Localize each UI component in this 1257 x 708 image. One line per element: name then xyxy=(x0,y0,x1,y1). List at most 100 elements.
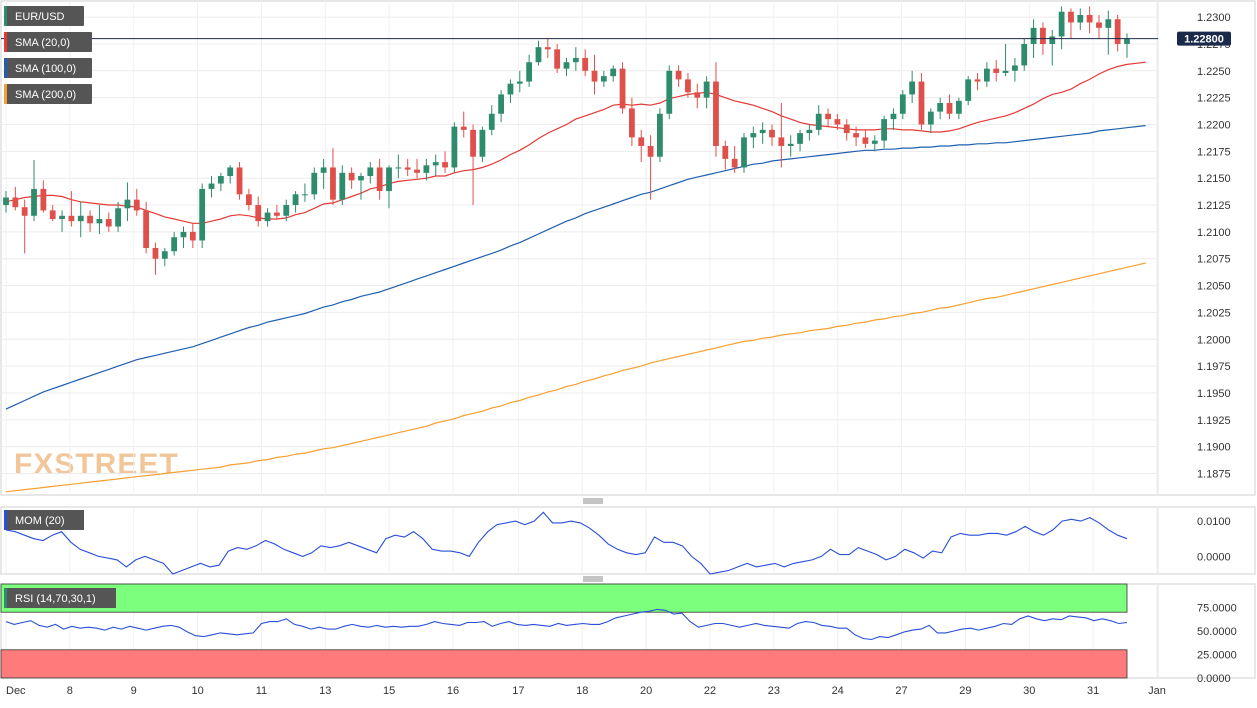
candle[interactable] xyxy=(460,111,467,138)
candle[interactable] xyxy=(367,162,374,184)
candle[interactable] xyxy=(1105,10,1112,55)
candle[interactable] xyxy=(180,226,187,248)
candle[interactable] xyxy=(432,154,439,177)
candle[interactable] xyxy=(1124,33,1130,58)
candle[interactable] xyxy=(479,126,486,163)
candle[interactable] xyxy=(685,72,691,98)
candle[interactable] xyxy=(1096,14,1102,39)
legend-item-sma-200-0-[interactable]: SMA (200,0) xyxy=(4,84,92,104)
candle[interactable] xyxy=(918,72,925,130)
candle[interactable] xyxy=(554,43,561,73)
legend-item-eur-usd[interactable]: EUR/USD xyxy=(4,6,84,26)
candle[interactable] xyxy=(731,145,738,173)
candle[interactable] xyxy=(628,97,635,146)
candle[interactable] xyxy=(143,201,150,254)
candle[interactable] xyxy=(236,162,243,200)
candle[interactable] xyxy=(68,191,75,227)
candle[interactable] xyxy=(890,108,897,130)
candle[interactable] xyxy=(544,38,551,58)
legend-item-sma-20-0-[interactable]: SMA (20,0) xyxy=(4,32,92,52)
candle[interactable] xyxy=(937,97,944,120)
candle[interactable] xyxy=(1114,14,1121,52)
candle[interactable] xyxy=(451,122,458,173)
candle[interactable] xyxy=(563,57,570,77)
candle[interactable] xyxy=(983,62,990,87)
candle[interactable] xyxy=(899,90,906,120)
candle[interactable] xyxy=(600,70,607,87)
mom-resize-handle[interactable] xyxy=(583,576,603,582)
candle[interactable] xyxy=(358,172,364,200)
candle[interactable] xyxy=(1012,57,1018,82)
candle[interactable] xyxy=(264,208,271,227)
candle[interactable] xyxy=(31,159,37,222)
candle[interactable] xyxy=(834,113,841,130)
candle[interactable] xyxy=(404,158,411,177)
candle[interactable] xyxy=(311,167,318,200)
momentum-panel[interactable] xyxy=(0,506,1256,575)
candle[interactable] xyxy=(152,242,159,275)
candle[interactable] xyxy=(171,231,178,256)
candle[interactable] xyxy=(927,108,934,134)
candle[interactable] xyxy=(610,65,617,82)
candle[interactable] xyxy=(862,129,869,149)
candle[interactable] xyxy=(283,199,290,222)
legend-item-sma-100-0-[interactable]: SMA (100,0) xyxy=(4,58,92,78)
candle[interactable] xyxy=(787,135,794,157)
rsi-legend[interactable]: RSI (14,70,30,1) xyxy=(4,588,116,608)
candle[interactable] xyxy=(1021,38,1028,71)
candle[interactable] xyxy=(330,148,336,206)
candle[interactable] xyxy=(488,105,495,136)
candle[interactable] xyxy=(49,205,56,222)
candle[interactable] xyxy=(208,176,215,198)
candle[interactable] xyxy=(376,158,383,200)
candle[interactable] xyxy=(87,210,93,232)
candle[interactable] xyxy=(161,248,168,267)
candle[interactable] xyxy=(348,167,355,189)
candle[interactable] xyxy=(993,60,1000,82)
candle[interactable] xyxy=(227,165,234,184)
candle[interactable] xyxy=(974,72,981,91)
candle[interactable] xyxy=(423,158,430,181)
candle[interactable] xyxy=(115,201,121,232)
candle[interactable] xyxy=(797,129,803,152)
candle[interactable] xyxy=(675,65,682,87)
candle[interactable] xyxy=(591,54,598,95)
candle[interactable] xyxy=(516,70,523,93)
candle[interactable] xyxy=(694,83,701,109)
price-panel[interactable] xyxy=(0,0,1256,496)
candle[interactable] xyxy=(759,122,766,144)
candle[interactable] xyxy=(292,191,299,213)
candle[interactable] xyxy=(3,191,9,213)
candle[interactable] xyxy=(1086,6,1093,34)
candle[interactable] xyxy=(843,119,850,141)
candle[interactable] xyxy=(470,124,476,206)
mom-legend[interactable]: MOM (20) xyxy=(4,510,84,530)
candle[interactable] xyxy=(245,188,252,211)
candle[interactable] xyxy=(582,49,589,77)
candle[interactable] xyxy=(133,188,140,216)
candle[interactable] xyxy=(806,124,813,141)
candle[interactable] xyxy=(189,223,196,248)
candle[interactable] xyxy=(12,186,19,211)
candle[interactable] xyxy=(255,196,262,227)
candle[interactable] xyxy=(778,103,785,168)
candle[interactable] xyxy=(815,105,822,136)
candle[interactable] xyxy=(722,140,729,170)
candle[interactable] xyxy=(657,108,663,163)
candle[interactable] xyxy=(442,151,448,173)
candle[interactable] xyxy=(96,205,103,235)
candle[interactable] xyxy=(1002,43,1009,77)
candle[interactable] xyxy=(666,65,673,120)
candle[interactable] xyxy=(395,154,402,179)
candle[interactable] xyxy=(638,129,645,163)
candle[interactable] xyxy=(1049,29,1056,66)
candle[interactable] xyxy=(572,47,579,71)
candle[interactable] xyxy=(703,76,710,109)
candle[interactable] xyxy=(955,97,962,120)
candle[interactable] xyxy=(946,94,953,120)
candle[interactable] xyxy=(1068,8,1074,39)
candle[interactable] xyxy=(750,126,757,149)
candle[interactable] xyxy=(825,108,831,127)
candle[interactable] xyxy=(77,201,84,238)
